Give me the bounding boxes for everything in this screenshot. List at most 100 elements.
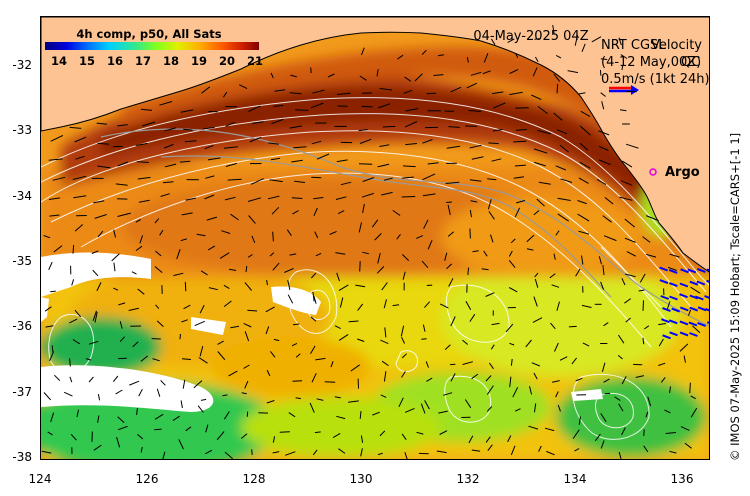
velocity-arrow: [223, 284, 230, 290]
x-tick-label: 128: [242, 472, 266, 486]
velocity-arrow: [362, 177, 375, 182]
velocity-arrow: [485, 436, 491, 443]
velocity-arrow: [577, 200, 587, 205]
velocity-arrow: [599, 146, 609, 151]
velocity-arrow: [316, 153, 330, 160]
velocity-arrow: [159, 101, 173, 106]
velocity-arrows: [41, 25, 701, 459]
velocity-arrow: [312, 89, 325, 94]
velocity-arrow: [197, 405, 204, 413]
velocity-arrow: [290, 74, 297, 78]
velocity-arrow: [481, 268, 489, 271]
velocity-arrow: [514, 207, 521, 218]
velocity-arrow: [71, 279, 75, 286]
velocity-arrow: [505, 323, 514, 333]
velocity-arrow: [578, 92, 586, 95]
velocity-arrow: [578, 230, 590, 235]
colorbar-tick-label: 14: [51, 54, 67, 68]
velocity-arrow: [132, 341, 139, 348]
velocity-arrow: [52, 176, 66, 181]
velocity-arrow: [337, 210, 345, 215]
velocity-arrow: [309, 402, 315, 413]
velocity-arrow: [617, 355, 623, 360]
velocity-arrow: [683, 355, 686, 363]
velocity-arrow: [219, 252, 230, 259]
velocity-arrow: [185, 197, 197, 201]
sst-field: [41, 47, 709, 459]
velocity-arrow: [288, 412, 296, 418]
velocity-arrow: [97, 415, 100, 423]
velocity-arrow: [205, 424, 209, 433]
velocity-arrow: [528, 425, 539, 430]
velocity-arrow: [603, 235, 617, 242]
velocity-arrow: [446, 145, 461, 149]
velocity-arrow: [525, 339, 532, 348]
velocity-arrow: [269, 179, 283, 183]
velocity-arrow: [646, 215, 659, 222]
velocity-arrow: [172, 415, 180, 422]
velocity-arrow: [439, 303, 449, 309]
velocity-arrow: [181, 358, 191, 360]
velocity-arrow: [152, 358, 160, 362]
velocity-arrow: [113, 262, 116, 272]
velocity-arrow: [339, 297, 344, 308]
velocity-arrow: [401, 433, 407, 440]
velocity-arrow: [348, 400, 359, 403]
velocity-arrow: [200, 398, 207, 401]
qc-velocity-arrows: [659, 266, 709, 340]
velocity-arrow: [635, 375, 645, 378]
velocity-arrow: [692, 325, 701, 334]
velocity-arrow: [553, 112, 563, 121]
qc-velocity-arrow: [679, 282, 689, 288]
velocity-arrow: [313, 197, 324, 200]
velocity-arrow: [310, 67, 312, 74]
velocity-arrow: [462, 361, 473, 365]
velocity-arrow: [383, 299, 387, 309]
y-tick-label: -36: [12, 319, 32, 333]
velocity-arrow: [392, 304, 400, 307]
velocity-arrow: [493, 102, 506, 109]
velocity-arrow: [164, 127, 177, 132]
velocity-arrow: [115, 183, 128, 186]
velocity-arrow: [572, 429, 580, 439]
velocity-arrow: [245, 265, 248, 273]
velocity-arrow: [223, 411, 230, 420]
velocity-arrow: [198, 357, 208, 364]
velocity-arrow: [112, 375, 119, 383]
velocity-arrow: [596, 178, 607, 185]
velocity-arrow: [314, 231, 319, 239]
velocity-arrow: [544, 427, 555, 432]
velocity-arrow: [471, 449, 481, 452]
velocity-arrow: [176, 249, 181, 260]
velocity-arrow: [196, 233, 206, 237]
velocity-arrow: [625, 143, 639, 149]
velocity-arrow: [646, 253, 657, 258]
velocity-arrow: [135, 219, 141, 223]
velocity-arrow: [690, 286, 701, 294]
velocity-arrow: [529, 386, 533, 395]
velocity-arrow: [533, 148, 548, 154]
legend-line1-overlap: Velocity: [651, 38, 702, 53]
velocity-arrow: [372, 411, 380, 416]
velocity-arrow: [485, 375, 492, 382]
velocity-arrow: [181, 212, 193, 216]
velocity-arrow: [224, 451, 234, 459]
velocity-arrow: [416, 431, 424, 435]
side-credit: © IMOS 07-May-2025 15:09 Hobart; Tscale=…: [728, 132, 742, 461]
velocity-arrow: [88, 340, 99, 345]
velocity-arrow: [490, 344, 495, 350]
velocity-arrow: [338, 333, 349, 341]
velocity-arrow: [380, 394, 387, 398]
velocity-arrow: [251, 449, 253, 455]
velocity-arrow: [644, 325, 650, 330]
velocity-arrow: [555, 165, 567, 171]
y-tick-label: -38: [12, 450, 32, 464]
qc-velocity-arrow: [697, 321, 706, 327]
velocity-arrow: [225, 162, 238, 167]
velocity-arrow: [340, 181, 352, 186]
velocity-arrow: [205, 175, 215, 179]
velocity-arrow: [510, 445, 516, 456]
velocity-arrow: [115, 389, 123, 395]
velocity-arrow: [401, 336, 406, 344]
velocity-arrow: [135, 142, 148, 146]
